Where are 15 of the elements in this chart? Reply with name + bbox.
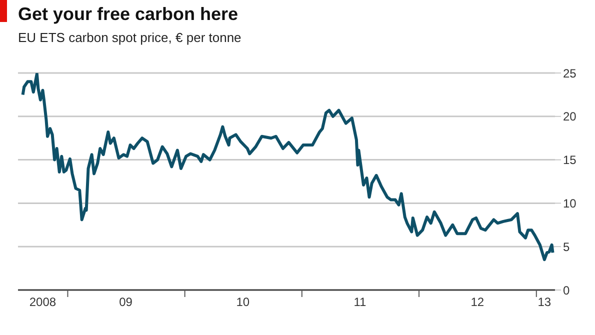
x-tick-label: 12 <box>470 295 484 309</box>
chart-subtitle: EU ETS carbon spot price, € per tonne <box>18 30 242 45</box>
y-tick-label: 0 <box>563 283 570 298</box>
x-tick-label: 09 <box>119 295 133 309</box>
x-tick-label: 13 <box>538 295 552 309</box>
x-tick-label: 2008 <box>29 295 56 309</box>
y-tick-label: 25 <box>563 66 577 80</box>
chart-title: Get your free carbon here <box>18 4 238 25</box>
x-tick-label: 11 <box>354 295 367 309</box>
line-series <box>21 73 554 262</box>
y-tick-label: 5 <box>563 240 570 254</box>
x-tick-label: 10 <box>236 295 250 309</box>
y-tick-label: 15 <box>563 153 577 168</box>
y-tick-label: 10 <box>563 196 577 210</box>
y-tick-label: 20 <box>563 110 577 124</box>
